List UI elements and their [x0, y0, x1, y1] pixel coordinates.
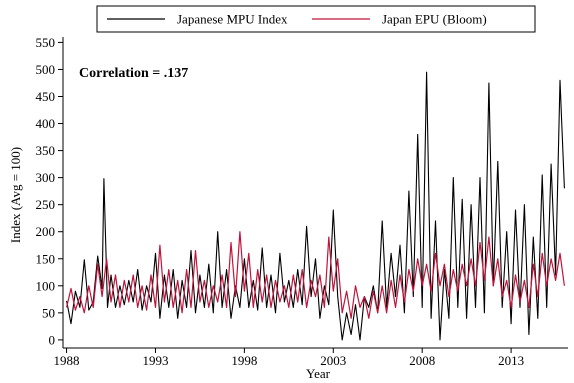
y-tick-label: 200: [36, 224, 56, 239]
y-tick-label: 250: [36, 197, 56, 212]
y-tick-label: 500: [36, 62, 56, 77]
y-tick-label: 550: [36, 35, 56, 50]
x-tick-label: 1988: [54, 353, 80, 368]
x-tick-label: 2008: [409, 353, 435, 368]
y-tick-label: 400: [36, 116, 56, 131]
x-ticks: 1988 1993 1998 2003 2008 2013: [54, 348, 524, 368]
legend-label-mpu: Japanese MPU Index: [177, 12, 288, 27]
x-tick-label: 2003: [320, 353, 346, 368]
x-tick-label: 1998: [231, 353, 257, 368]
y-tick-label: 150: [36, 251, 56, 266]
series-line-epu: [66, 231, 565, 319]
y-ticks: 0 50 100 150 200 250 300 350 400 450 500 550: [36, 35, 63, 347]
y-tick-label: 450: [36, 89, 56, 104]
series-line-mpu: [66, 71, 565, 341]
x-tick-label: 1993: [142, 353, 168, 368]
y-tick-label: 0: [49, 332, 56, 347]
axes: [62, 37, 568, 349]
legend-label-epu: Japan EPU (Bloom): [382, 12, 487, 27]
legend: Japanese MPU Index Japan EPU (Bloom): [96, 5, 536, 33]
x-tick-label: 2013: [498, 353, 524, 368]
y-axis-title: Index (Avg = 100): [8, 147, 23, 243]
y-tick-label: 100: [36, 278, 56, 293]
y-tick-label: 50: [42, 305, 55, 320]
y-tick-label: 300: [36, 170, 56, 185]
series-layer: [66, 71, 565, 341]
y-tick-label: 350: [36, 143, 56, 158]
x-axis-title: Year: [306, 366, 331, 381]
correlation-annotation: Correlation = .137: [79, 66, 188, 81]
